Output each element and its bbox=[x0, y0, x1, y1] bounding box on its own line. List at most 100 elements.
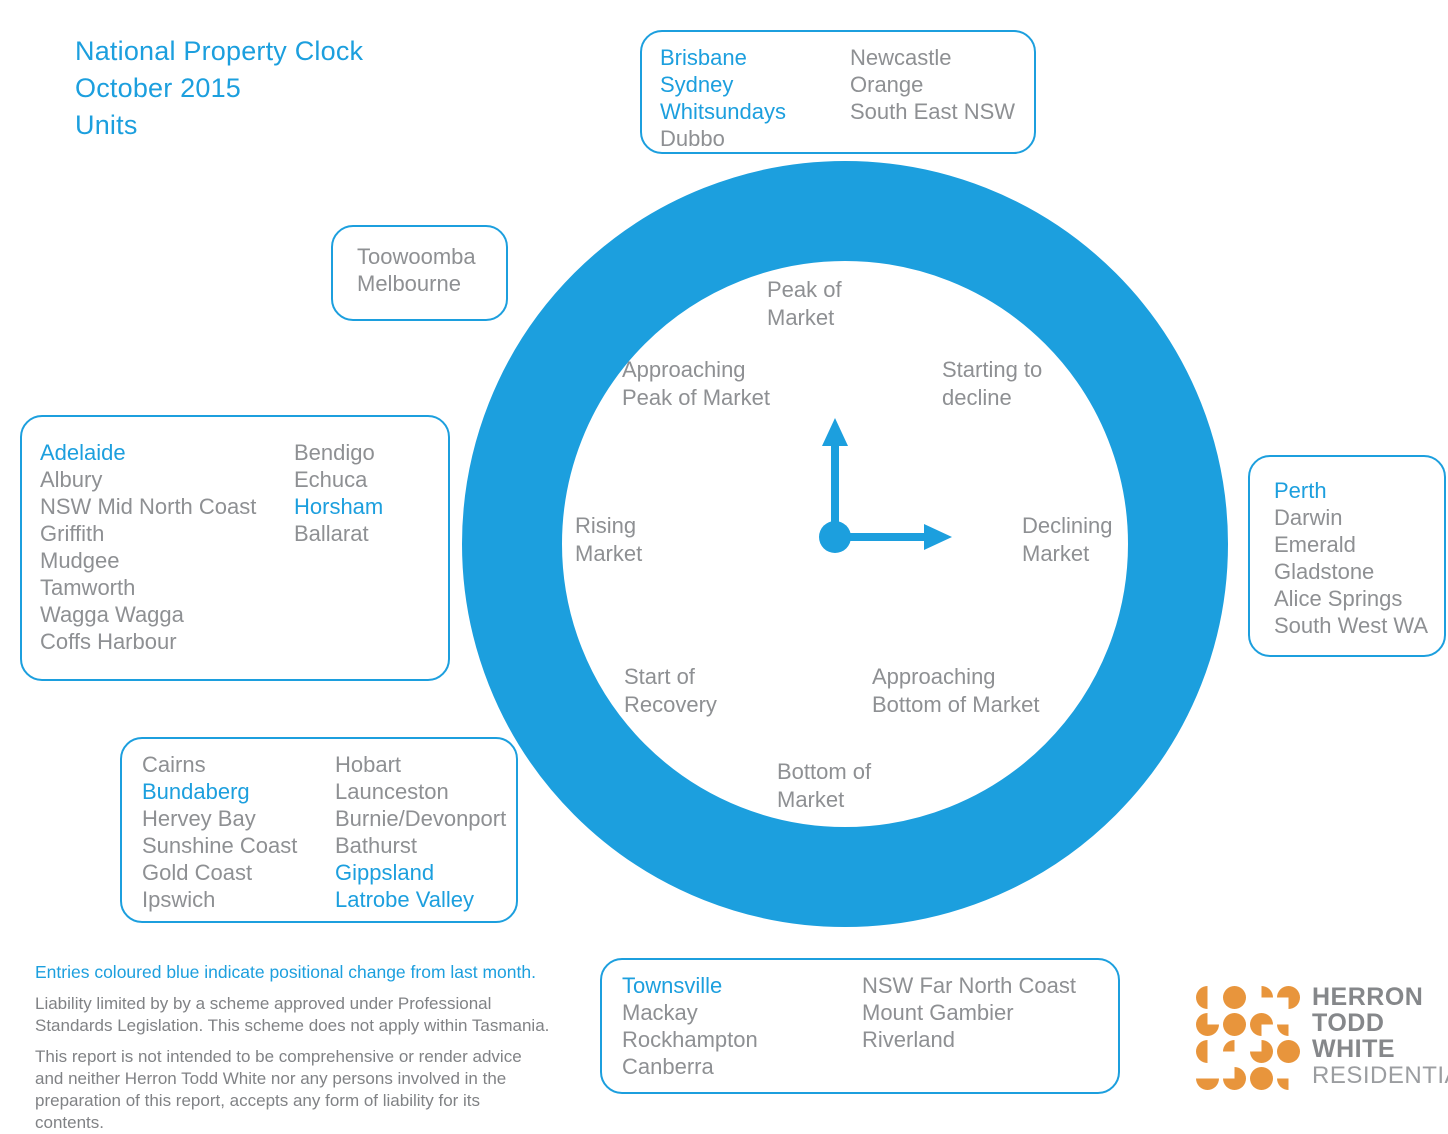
logo-glyph-tq-no-tl bbox=[1223, 1067, 1246, 1090]
city-list: Bendigo Echuca Horsham Ballarat bbox=[294, 439, 383, 679]
city-box-bottom-of-market: Cairns Bundaberg Hervey Bay Sunshine Coast G… bbox=[120, 737, 518, 923]
city-label: Bathurst bbox=[335, 833, 417, 858]
logo-word-herron: HERRON bbox=[1312, 983, 1424, 1011]
city-label: Whitsundays bbox=[660, 99, 786, 124]
city-list: Hobart Launceston Burnie/Devonport Bathurst… bbox=[335, 751, 506, 921]
city-label: Echuca bbox=[294, 467, 368, 492]
city-label: Darwin bbox=[1274, 505, 1343, 530]
city-label: Mount Gambier bbox=[862, 1000, 1014, 1025]
city-list: NSW Far North Coast Mount Gambier Riverlan… bbox=[862, 972, 1076, 1092]
city-label: NSW Mid North Coast bbox=[40, 494, 257, 519]
city-label: Gold Coast bbox=[142, 860, 253, 885]
city-list: Brisbane Sydney Whitsundays Dubbo bbox=[660, 44, 850, 152]
city-label: Burnie/Devonport bbox=[335, 806, 507, 831]
city-box-approaching-peak: Toowoomba Melbourne bbox=[331, 225, 508, 321]
city-label: Brisbane bbox=[660, 45, 747, 70]
city-list: Newcastle Orange South East NSW bbox=[850, 44, 1015, 152]
logo-glyph-quarter-bl bbox=[1277, 1013, 1300, 1036]
city-label: Cairns bbox=[142, 752, 206, 777]
city-label: Newcastle bbox=[850, 45, 952, 70]
blue-legend-note: Entries coloured blue indicate positiona… bbox=[35, 962, 536, 982]
city-label: Rockhampton bbox=[622, 1027, 758, 1052]
stage-label-start-of-recovery: Start of Recovery bbox=[624, 664, 717, 717]
city-box-peak-of-market: Brisbane Sydney Whitsundays Dubbo Newcastle… bbox=[640, 30, 1036, 154]
stage-label-bottom-of-market: Bottom of Market bbox=[777, 759, 872, 812]
city-label: Gippsland bbox=[335, 860, 435, 885]
logo-glyph-full bbox=[1250, 1067, 1273, 1090]
logo-word-todd: TODD bbox=[1312, 1009, 1385, 1037]
city-box-start-of-recovery: Townsville Mackay Rockhampton Canberra NSW … bbox=[600, 958, 1120, 1094]
stage-label-approaching-bottom: Approaching Bottom of Market bbox=[872, 664, 1040, 717]
city-label: Albury bbox=[40, 467, 103, 492]
stage-label-declining-market: Declining Market bbox=[1022, 513, 1113, 566]
city-label: Bundaberg bbox=[142, 779, 250, 804]
logo-glyph-quarter-tl bbox=[1223, 1040, 1246, 1063]
city-list: Cairns Bundaberg Hervey Bay Sunshine Coast G… bbox=[142, 751, 335, 921]
logo-glyph-full bbox=[1223, 986, 1246, 1009]
page-title: National Property Clock October 2015 Uni… bbox=[75, 36, 364, 140]
city-label: Ipswich bbox=[142, 887, 216, 912]
liability-note: Liability limited by by a scheme approve… bbox=[35, 994, 550, 1035]
herron-todd-white-logo-text: HERRON TODD WHITE RESIDENTIAL bbox=[1312, 984, 1448, 1089]
city-label: Toowoomba bbox=[357, 244, 476, 269]
logo-glyph-quarter-bl bbox=[1277, 1067, 1300, 1090]
city-box-rising-market: Adelaide Albury NSW Mid North Coast Griffit… bbox=[20, 415, 450, 681]
city-label: Perth bbox=[1274, 478, 1327, 503]
city-label: Canberra bbox=[622, 1054, 714, 1079]
city-label: Adelaide bbox=[40, 440, 126, 465]
minute-hand-arrowhead bbox=[924, 524, 952, 550]
logo-glyph-full bbox=[1277, 1040, 1300, 1063]
city-label: Mudgee bbox=[40, 548, 120, 573]
city-label: Alice Springs bbox=[1274, 586, 1403, 611]
city-label: Hervey Bay bbox=[142, 806, 256, 831]
clock-hands bbox=[819, 418, 952, 553]
city-label: Launceston bbox=[335, 779, 449, 804]
city-label: Townsville bbox=[622, 973, 723, 998]
stage-label-rising-market: Rising Market bbox=[575, 513, 643, 566]
city-label: Griffith bbox=[40, 521, 105, 546]
city-list: Townsville Mackay Rockhampton Canberra bbox=[622, 972, 862, 1092]
stage-label-approaching-peak: Approaching Peak of Market bbox=[622, 357, 770, 410]
logo-glyph-half-left bbox=[1196, 1040, 1219, 1063]
city-box-declining-market: Perth Darwin Emerald Gladstone Alice Springs… bbox=[1248, 455, 1446, 657]
stage-label-peak-of-market: Peak of Market bbox=[767, 277, 842, 330]
city-label: Coffs Harbour bbox=[40, 629, 177, 654]
city-label: Tamworth bbox=[40, 575, 136, 600]
logo-glyph-full bbox=[1223, 1013, 1246, 1036]
stage-label-starting-to-decline: Starting to decline bbox=[942, 357, 1043, 410]
city-label: Sunshine Coast bbox=[142, 833, 298, 858]
city-label: South East NSW bbox=[850, 99, 1016, 124]
logo-glyph-tq-no-br bbox=[1250, 1013, 1273, 1036]
logo-glyph-tq-no-tr bbox=[1196, 1013, 1219, 1036]
city-label: Dubbo bbox=[660, 126, 725, 151]
logo-glyph-half-bottom bbox=[1196, 1067, 1219, 1090]
city-list: Toowoomba Melbourne bbox=[357, 243, 476, 319]
herron-todd-white-logo-icon bbox=[1196, 986, 1300, 1090]
city-label: South West WA bbox=[1274, 613, 1429, 638]
logo-word-white: WHITE bbox=[1312, 1035, 1396, 1063]
logo-glyph-quarter-tr bbox=[1250, 986, 1273, 1009]
city-label: Wagga Wagga bbox=[40, 602, 184, 627]
city-label: Gladstone bbox=[1274, 559, 1375, 584]
city-label: Mackay bbox=[622, 1000, 698, 1025]
city-label: Sydney bbox=[660, 72, 734, 97]
logo-glyph-half-left bbox=[1196, 986, 1219, 1009]
city-list: Perth Darwin Emerald Gladstone Alice Springs… bbox=[1274, 477, 1428, 655]
city-label: Riverland bbox=[862, 1027, 955, 1052]
clock-hub bbox=[819, 521, 851, 553]
logo-word-residential: RESIDENTIAL bbox=[1312, 1062, 1448, 1089]
city-label: Melbourne bbox=[357, 271, 461, 296]
disclaimer-note: This report is not intended to be compre… bbox=[35, 1047, 522, 1132]
city-label: Latrobe Valley bbox=[335, 887, 475, 912]
hour-hand-arrowhead bbox=[822, 418, 848, 446]
city-label: NSW Far North Coast bbox=[862, 973, 1076, 998]
city-label: Orange bbox=[850, 72, 924, 97]
city-label: Emerald bbox=[1274, 532, 1356, 557]
logo-glyph-tq-no-tl bbox=[1250, 1040, 1273, 1063]
logo-glyph-tq-no-bl bbox=[1277, 986, 1300, 1009]
city-label: Horsham bbox=[294, 494, 384, 519]
city-label: Hobart bbox=[335, 752, 402, 777]
city-list: Adelaide Albury NSW Mid North Coast Griffit… bbox=[40, 439, 294, 679]
footer-notes: Entries coloured blue indicate positiona… bbox=[35, 960, 591, 1134]
city-label: Ballarat bbox=[294, 521, 369, 546]
